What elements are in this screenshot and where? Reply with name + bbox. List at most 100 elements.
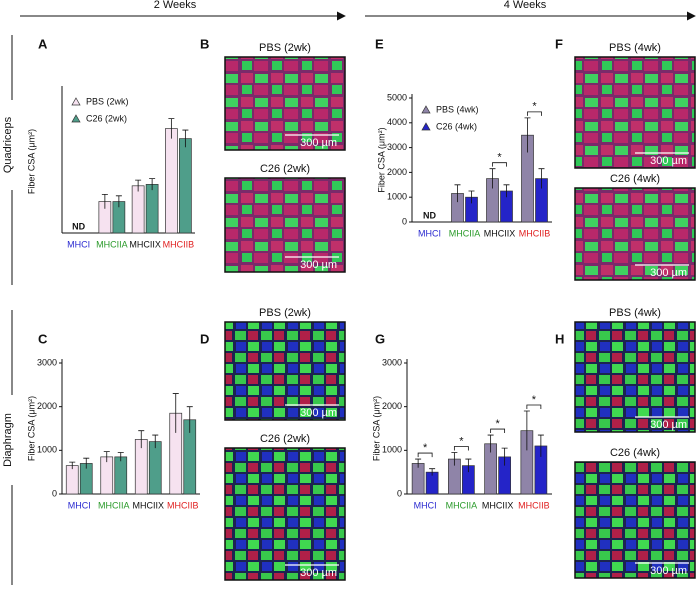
x-tick-label: MHCIIB xyxy=(519,228,551,238)
x-tick-label: MHCIIX xyxy=(133,500,165,510)
error-bar xyxy=(537,434,544,457)
y-tick-label: 2000 xyxy=(382,401,402,411)
sig-star: * xyxy=(532,101,537,113)
legend-label: C26 (2wk) xyxy=(86,113,127,123)
legend-marker xyxy=(421,122,431,131)
y-tick-label: 1000 xyxy=(387,192,407,202)
panel-letter: F xyxy=(555,36,563,51)
error-bar xyxy=(186,406,193,433)
header-left: 2 Weeks xyxy=(154,0,197,11)
x-tick-label: MHCIIB xyxy=(167,500,199,510)
error-bar xyxy=(101,193,108,209)
error-bar xyxy=(451,452,458,466)
error-bar xyxy=(117,452,124,462)
legend-marker xyxy=(71,97,81,106)
x-tick-label: MHCI xyxy=(67,239,90,249)
micrograph xyxy=(574,321,696,433)
x-tick-label: MHCIIA xyxy=(98,500,130,510)
scale-label: 300 µm xyxy=(300,137,337,149)
error-bar xyxy=(468,190,475,204)
error-bar xyxy=(152,434,159,449)
bar xyxy=(114,456,128,495)
micrograph xyxy=(574,461,696,579)
panel-letter: C xyxy=(38,331,48,346)
header-right: 4 Weeks xyxy=(504,0,547,11)
error-bar xyxy=(103,451,110,463)
error-bar xyxy=(523,410,530,451)
scale-label: 300 µm xyxy=(300,407,337,419)
sig-bracket xyxy=(453,446,469,451)
x-tick-label: MHCIIX xyxy=(129,239,161,249)
sig-bracket xyxy=(417,452,433,458)
scale-label: 300 µm xyxy=(650,267,687,279)
error-bar xyxy=(454,184,461,203)
micrograph xyxy=(224,447,346,581)
x-tick-label: MHCIIB xyxy=(518,500,550,510)
bar xyxy=(131,185,145,234)
bar xyxy=(165,128,178,234)
y-tick-label: 2000 xyxy=(37,401,57,411)
legend-marker xyxy=(421,105,431,114)
bar xyxy=(411,463,425,495)
scale-label: 300 µm xyxy=(650,419,687,431)
x-tick-label: MHCIIB xyxy=(163,239,195,249)
image-title: C26 (4wk) xyxy=(610,173,660,185)
sig-bracket xyxy=(526,404,542,410)
bar xyxy=(100,456,114,495)
x-tick-label: MHCIIA xyxy=(96,239,128,249)
error-bar xyxy=(138,430,145,449)
y-axis-label: Fiber CSA (μm²) xyxy=(26,396,36,461)
sig-star: * xyxy=(532,394,537,406)
image-title: C26 (2wk) xyxy=(260,433,310,445)
micrograph xyxy=(224,177,346,273)
sig-star: * xyxy=(495,418,500,430)
na-label: ND xyxy=(423,210,436,220)
panel-letter: E xyxy=(375,36,384,51)
x-tick-label: MHCIIX xyxy=(484,228,516,238)
legend-marker xyxy=(71,114,81,123)
error-bar xyxy=(172,393,179,433)
error-bar xyxy=(489,168,496,189)
image-title: PBS (2wk) xyxy=(259,307,311,319)
error-bar xyxy=(168,118,175,139)
error-bar xyxy=(487,434,494,453)
legend-label: PBS (4wk) xyxy=(436,104,479,114)
sig-star: * xyxy=(423,442,428,454)
image-title: PBS (4wk) xyxy=(609,42,661,54)
image-title: PBS (4wk) xyxy=(609,307,661,319)
bar xyxy=(148,441,162,495)
scale-label: 300 µm xyxy=(300,259,337,271)
image-title: C26 (4wk) xyxy=(610,447,660,459)
error-bar xyxy=(501,447,508,466)
legend-label: C26 (4wk) xyxy=(436,121,477,131)
error-bar xyxy=(149,178,156,191)
y-tick-label: 1000 xyxy=(382,445,402,455)
y-tick-label: 3000 xyxy=(382,357,402,367)
row-label: Diaphragm xyxy=(2,413,14,467)
error-bar xyxy=(69,461,76,470)
y-axis-label: Fiber CSA (μm²) xyxy=(371,396,381,461)
sig-star: * xyxy=(497,152,502,164)
x-tick-label: MHCI xyxy=(414,500,437,510)
x-tick-label: MHCI xyxy=(418,228,441,238)
sig-bracket xyxy=(492,162,507,167)
scale-label: 300 µm xyxy=(650,155,687,167)
y-axis-label: Fiber CSA (μm²) xyxy=(376,127,386,192)
bar xyxy=(65,465,79,495)
micrograph xyxy=(574,56,696,169)
sig-bracket xyxy=(527,111,542,116)
image-title: C26 (2wk) xyxy=(260,163,310,175)
x-tick-label: MHCIIA xyxy=(446,500,478,510)
error-bar xyxy=(538,168,545,189)
y-tick-label: 0 xyxy=(397,488,402,498)
image-title: PBS (2wk) xyxy=(259,42,311,54)
sig-star: * xyxy=(459,435,464,447)
na-label: ND xyxy=(72,221,85,231)
error-bar xyxy=(465,458,472,473)
error-bar xyxy=(503,184,510,198)
scale-label: 300 µm xyxy=(650,565,687,577)
row-label: Quadriceps xyxy=(2,116,14,173)
x-tick-label: MHCIIA xyxy=(449,228,481,238)
y-tick-label: 3000 xyxy=(387,142,407,152)
